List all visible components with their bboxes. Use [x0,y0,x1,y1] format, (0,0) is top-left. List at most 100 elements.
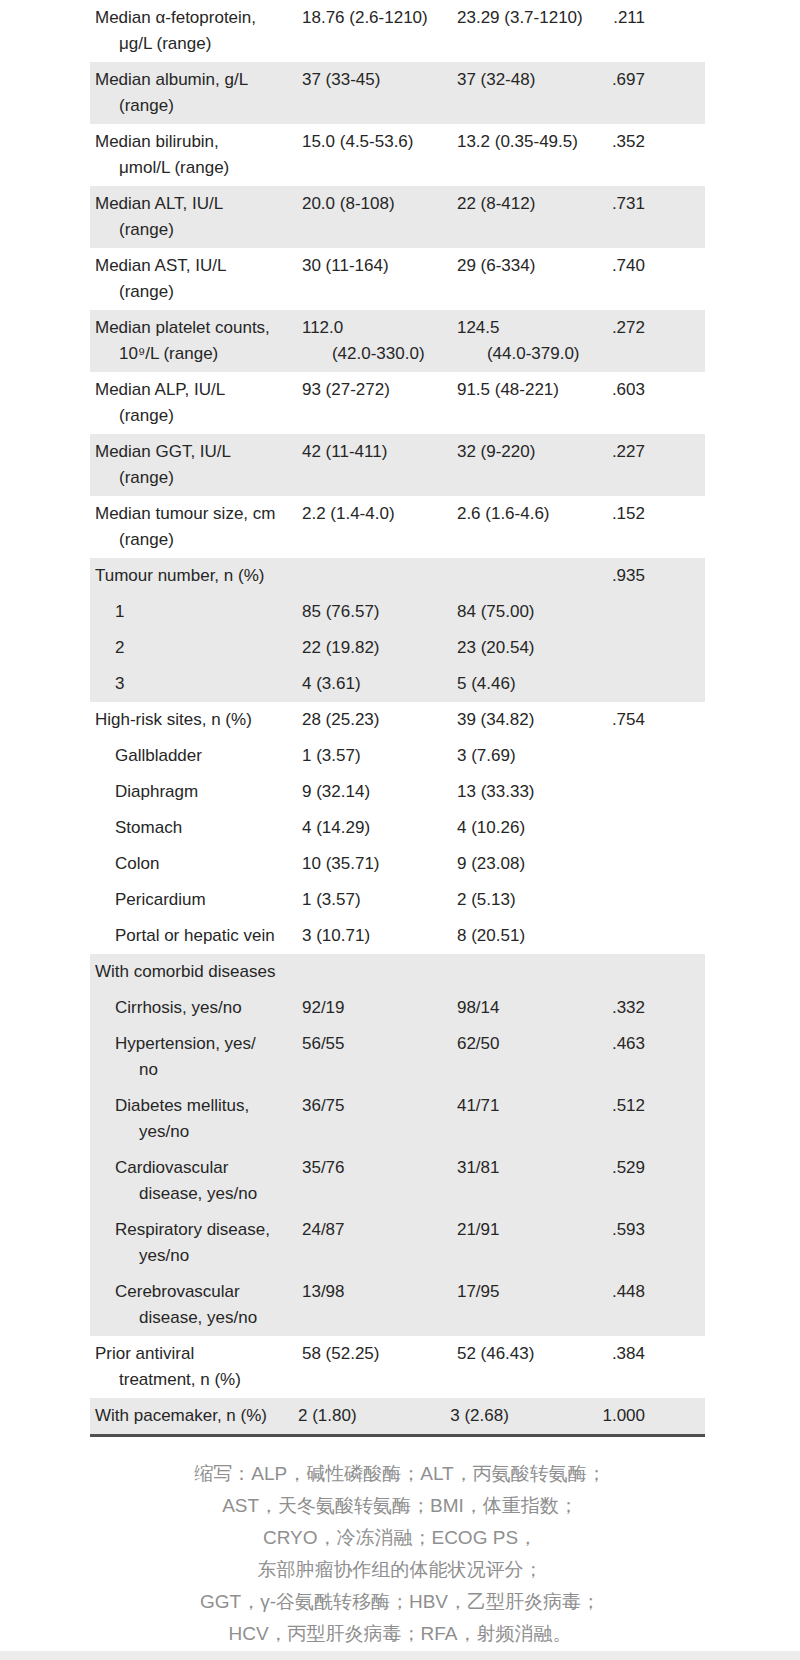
bottom-divider [0,1651,800,1660]
characteristic-cell: Diabetes mellitus, yes/no [90,1093,302,1145]
table-row: 1 85 (76.57) 84 (75.00) [90,594,705,630]
group2-value-cell: 2.6 (1.6-4.6) [457,501,612,527]
group1-value-cell: 4 (14.29) [302,815,457,841]
characteristic-cell: Respiratory disease, yes/no [90,1217,302,1269]
group2-value-cell: 5 (4.46) [457,671,612,697]
characteristic-cell: Cardiovascular disease, yes/no [90,1155,302,1207]
group2-value-cell: 23 (20.54) [457,635,612,661]
group1-value-cell: 3 (10.71) [302,923,457,949]
group2-value-cell: 3 (7.69) [457,743,612,769]
p-value-cell: .332 [612,995,705,1021]
p-value-cell: .935 [612,563,705,589]
table-row: Gallbladder 1 (3.57) 3 (7.69) [90,738,705,774]
p-value-cell: .529 [612,1155,705,1181]
characteristic-cell: Colon [90,851,302,877]
group1-value-cell: 93 (27-272) [302,377,457,403]
table-row: Tumour number, n (%) .935 [90,558,705,594]
group1-value-cell: 58 (52.25) [302,1341,457,1367]
characteristic-cell: Hypertension, yes/ no [90,1031,302,1083]
group1-value-cell: 2.2 (1.4-4.0) [302,501,457,527]
group2-value-cell: 31/81 [457,1155,612,1181]
characteristic-cell: With pacemaker, n (%) [90,1403,298,1429]
characteristic-cell: Cirrhosis, yes/no [90,995,302,1021]
table-row: Portal or hepatic vein 3 (10.71) 8 (20.5… [90,918,705,954]
characteristic-cell: High-risk sites, n (%) [90,707,302,733]
p-value-cell: .731 [612,191,705,217]
characteristic-cell: 1 [90,599,302,625]
table-row: Colon 10 (35.71) 9 (23.08) [90,846,705,882]
characteristic-cell: Median GGT, IU/L (range) [90,439,302,491]
abbreviation-line: 缩写：ALP，碱性磷酸酶；ALT，丙氨酸转氨酶； [0,1458,800,1490]
group1-value-cell: 1 (3.57) [302,743,457,769]
group1-value-cell: 30 (11-164) [302,253,457,279]
table-row: Prior antiviral treatment, n (%) 58 (52.… [90,1336,705,1398]
table-row: Hypertension, yes/ no 56/55 62/50 .463 [90,1026,705,1088]
table-row: With comorbid diseases [90,954,705,990]
table-row: Cardiovascular disease, yes/no 35/76 31/… [90,1150,705,1212]
table-row: Median tumour size, cm (range) 2.2 (1.4-… [90,496,705,558]
characteristic-cell: Cerebrovascular disease, yes/no [90,1279,302,1331]
group2-value-cell: 2 (5.13) [457,887,612,913]
group1-value-cell: 42 (11-411) [302,439,457,465]
table-row: Median albumin, g/L (range) 37 (33-45) 3… [90,62,705,124]
table-row: Respiratory disease, yes/no 24/87 21/91 … [90,1212,705,1274]
group2-value-cell: 13 (33.33) [457,779,612,805]
characteristic-cell: Median α-fetoprotein, μg/L (range) [90,5,302,57]
group1-value-cell: 13/98 [302,1279,457,1305]
characteristics-table: Median α-fetoprotein, μg/L (range) 18.76… [90,0,705,1437]
characteristic-cell: Gallbladder [90,743,302,769]
group2-value-cell: 21/91 [457,1217,612,1243]
p-value-cell: .272 [612,315,705,341]
characteristic-cell: With comorbid diseases [90,959,302,985]
table-row: Median platelet counts, 10⁹/L (range) 11… [90,310,705,372]
group1-value-cell: 2 (1.80) [298,1403,450,1429]
table-row: Median α-fetoprotein, μg/L (range) 18.76… [90,0,705,62]
table-row: High-risk sites, n (%) 28 (25.23) 39 (34… [90,702,705,738]
group1-value-cell: 9 (32.14) [302,779,457,805]
group2-value-cell: 124.5 (44.0-379.0) [457,315,612,367]
group1-value-cell: 36/75 [302,1093,457,1119]
group1-value-cell: 10 (35.71) [302,851,457,877]
characteristic-cell: 3 [90,671,302,697]
group1-value-cell: 56/55 [302,1031,457,1057]
p-value-cell: .740 [612,253,705,279]
characteristic-cell: Pericardium [90,887,302,913]
group2-value-cell: 32 (9-220) [457,439,612,465]
abbreviation-line: AST，天冬氨酸转氨酶；BMI，体重指数； [0,1490,800,1522]
group2-value-cell: 22 (8-412) [457,191,612,217]
abbreviation-line: 东部肿瘤协作组的体能状况评分； [0,1554,800,1586]
abbreviation-line: GGT，γ-谷氨酰转移酶；HBV，乙型肝炎病毒； [0,1586,800,1618]
table-row: Cirrhosis, yes/no 92/19 98/14 .332 [90,990,705,1026]
characteristic-cell: Median ALP, IU/L (range) [90,377,302,429]
group1-value-cell: 37 (33-45) [302,67,457,93]
p-value-cell: .352 [612,129,705,155]
group2-value-cell: 13.2 (0.35-49.5) [457,129,612,155]
group2-value-cell: 62/50 [457,1031,612,1057]
characteristic-cell: Diaphragm [90,779,302,805]
abbreviations-note: 缩写：ALP，碱性磷酸酶；ALT，丙氨酸转氨酶；AST，天冬氨酸转氨酶；BMI，… [0,1458,800,1650]
p-value-cell: .512 [612,1093,705,1119]
p-value-cell: 1.000 [602,1403,705,1429]
table-row: Median GGT, IU/L (range) 42 (11-411) 32 … [90,434,705,496]
table-row: Stomach 4 (14.29) 4 (10.26) [90,810,705,846]
p-value-cell: .593 [612,1217,705,1243]
table-row: Diabetes mellitus, yes/no 36/75 41/71 .5… [90,1088,705,1150]
table-row: Median ALT, IU/L (range) 20.0 (8-108) 22… [90,186,705,248]
abbreviation-line: CRYO，冷冻消融；ECOG PS， [0,1522,800,1554]
group1-value-cell: 15.0 (4.5-53.6) [302,129,457,155]
group1-value-cell: 112.0 (42.0-330.0) [302,315,457,367]
p-value-cell: .697 [612,67,705,93]
group2-value-cell: 8 (20.51) [457,923,612,949]
characteristic-cell: Median albumin, g/L (range) [90,67,302,119]
group2-value-cell: 23.29 (3.7-1210) [457,5,612,31]
table-row: Median bilirubin, μmol/L (range) 15.0 (4… [90,124,705,186]
table-row: Diaphragm 9 (32.14) 13 (33.33) [90,774,705,810]
group1-value-cell: 18.76 (2.6-1210) [302,5,457,31]
group2-value-cell: 4 (10.26) [457,815,612,841]
group1-value-cell: 22 (19.82) [302,635,457,661]
characteristic-cell: Median tumour size, cm (range) [90,501,302,553]
abbreviation-line: HCV，丙型肝炎病毒；RFA，射频消融。 [0,1618,800,1650]
group2-value-cell: 29 (6-334) [457,253,612,279]
p-value-cell: .384 [612,1341,705,1367]
table-row: Median AST, IU/L (range) 30 (11-164) 29 … [90,248,705,310]
